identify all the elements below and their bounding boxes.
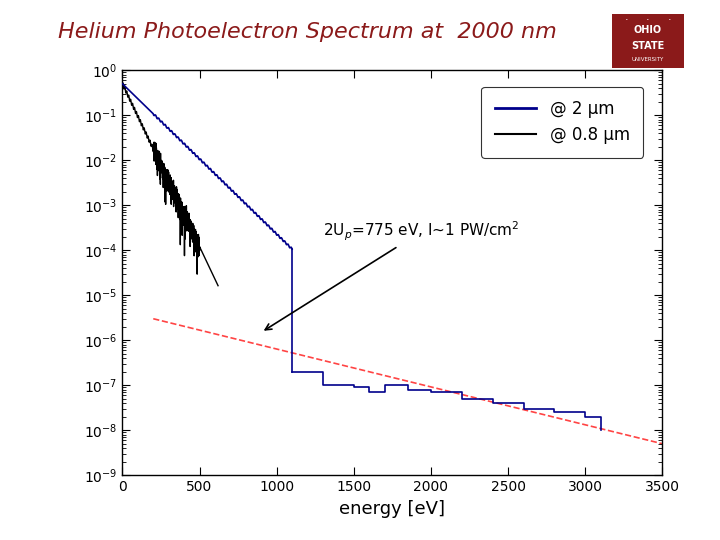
Text: ·: · — [646, 15, 650, 25]
Text: ·: · — [667, 15, 672, 25]
Legend: @ 2 μm, @ 0.8 μm: @ 2 μm, @ 0.8 μm — [482, 86, 643, 158]
Text: UNIVERSITY: UNIVERSITY — [632, 57, 664, 62]
X-axis label: energy [eV]: energy [eV] — [339, 500, 446, 518]
Text: 2U$_p$=775 eV, I~1 PW/cm$^2$: 2U$_p$=775 eV, I~1 PW/cm$^2$ — [265, 220, 520, 330]
Text: STATE: STATE — [631, 41, 665, 51]
Text: OHIO: OHIO — [634, 25, 662, 35]
Text: ·: · — [624, 15, 629, 25]
Text: Helium Photoelectron Spectrum at  2000 nm: Helium Photoelectron Spectrum at 2000 nm — [58, 22, 557, 42]
